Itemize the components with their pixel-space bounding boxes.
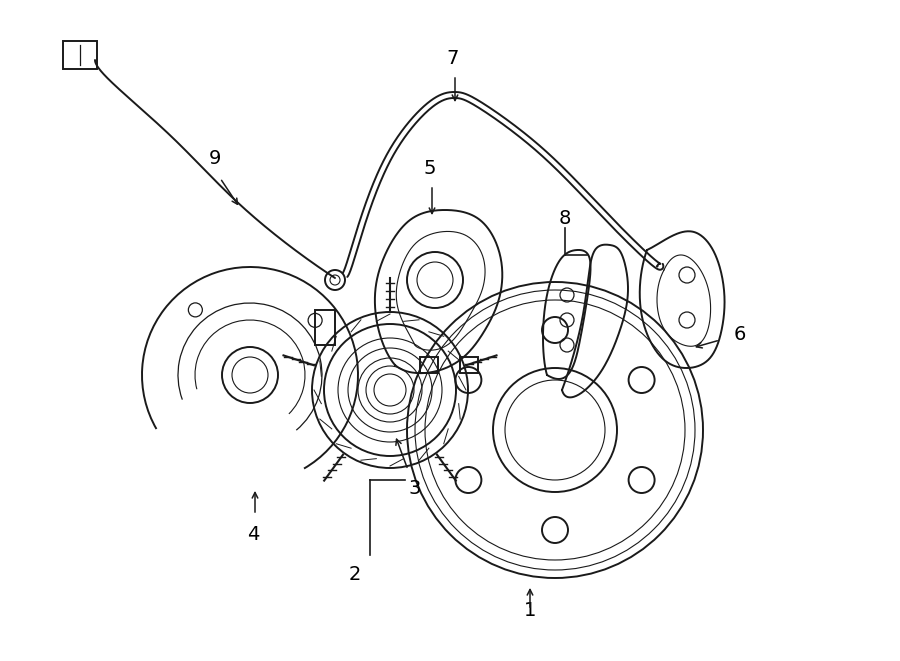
Text: 5: 5 xyxy=(424,159,436,178)
Text: 7: 7 xyxy=(446,48,459,67)
Text: 8: 8 xyxy=(559,208,572,227)
Text: 3: 3 xyxy=(409,479,421,498)
Text: 6: 6 xyxy=(734,325,746,344)
Text: 9: 9 xyxy=(209,149,221,167)
Text: 4: 4 xyxy=(247,525,259,545)
Text: 1: 1 xyxy=(524,600,536,619)
Text: 2: 2 xyxy=(349,566,361,584)
